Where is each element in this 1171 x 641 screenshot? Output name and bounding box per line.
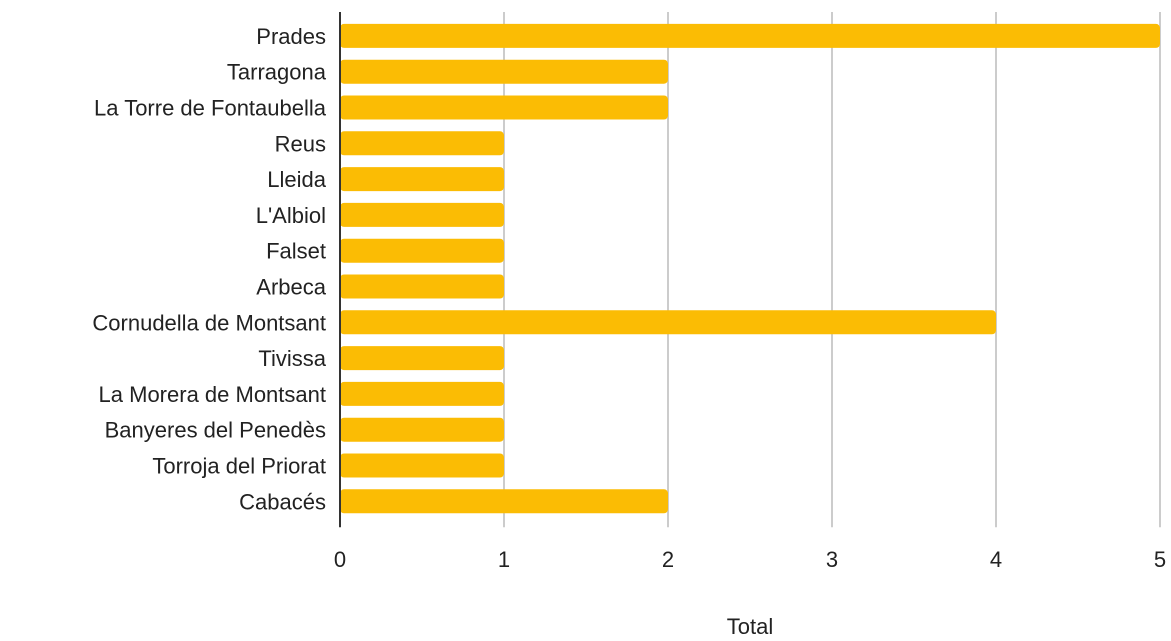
x-tick-label: 2 <box>662 547 674 572</box>
bar <box>340 310 996 335</box>
bar <box>340 131 504 156</box>
gridlines <box>503 12 1161 528</box>
x-tick-label: 4 <box>990 547 1002 572</box>
x-tick-label: 3 <box>826 547 838 572</box>
category-label: Cabacés <box>239 489 326 514</box>
category-label: Arbeca <box>256 275 326 300</box>
category-label: Lleida <box>267 167 326 192</box>
category-label: Banyeres del Penedès <box>105 418 326 443</box>
x-tick-labels: 0 1 2 3 4 5 <box>334 547 1166 572</box>
category-labels: Prades Tarragona La Torre de Fontaubella Re… <box>92 24 326 514</box>
bar <box>340 346 504 371</box>
bars <box>340 23 1160 514</box>
x-tick-label: 1 <box>498 547 510 572</box>
x-tick-label: 0 <box>334 547 346 572</box>
category-label: Torroja del Priorat <box>152 454 326 479</box>
category-label: L'Albiol <box>256 203 326 228</box>
bar <box>340 167 504 192</box>
bar <box>340 238 504 263</box>
category-label: Prades <box>256 24 326 49</box>
bar <box>340 381 504 406</box>
bar <box>340 95 668 120</box>
category-label: Tivissa <box>258 346 326 371</box>
x-axis-title: Total <box>727 614 773 639</box>
category-label: La Morera de Montsant <box>99 382 326 407</box>
category-label: La Torre de Fontaubella <box>94 96 327 121</box>
x-tick-label: 5 <box>1154 547 1166 572</box>
bar <box>340 453 504 478</box>
category-label: Reus <box>275 131 326 156</box>
bar <box>340 23 1160 48</box>
bar <box>340 274 504 299</box>
bar <box>340 489 668 514</box>
bar <box>340 59 668 84</box>
bar <box>340 202 504 227</box>
category-label: Tarragona <box>227 60 327 85</box>
category-label: Falset <box>266 239 326 264</box>
category-label: Cornudella de Montsant <box>92 310 326 335</box>
bar <box>340 417 504 442</box>
